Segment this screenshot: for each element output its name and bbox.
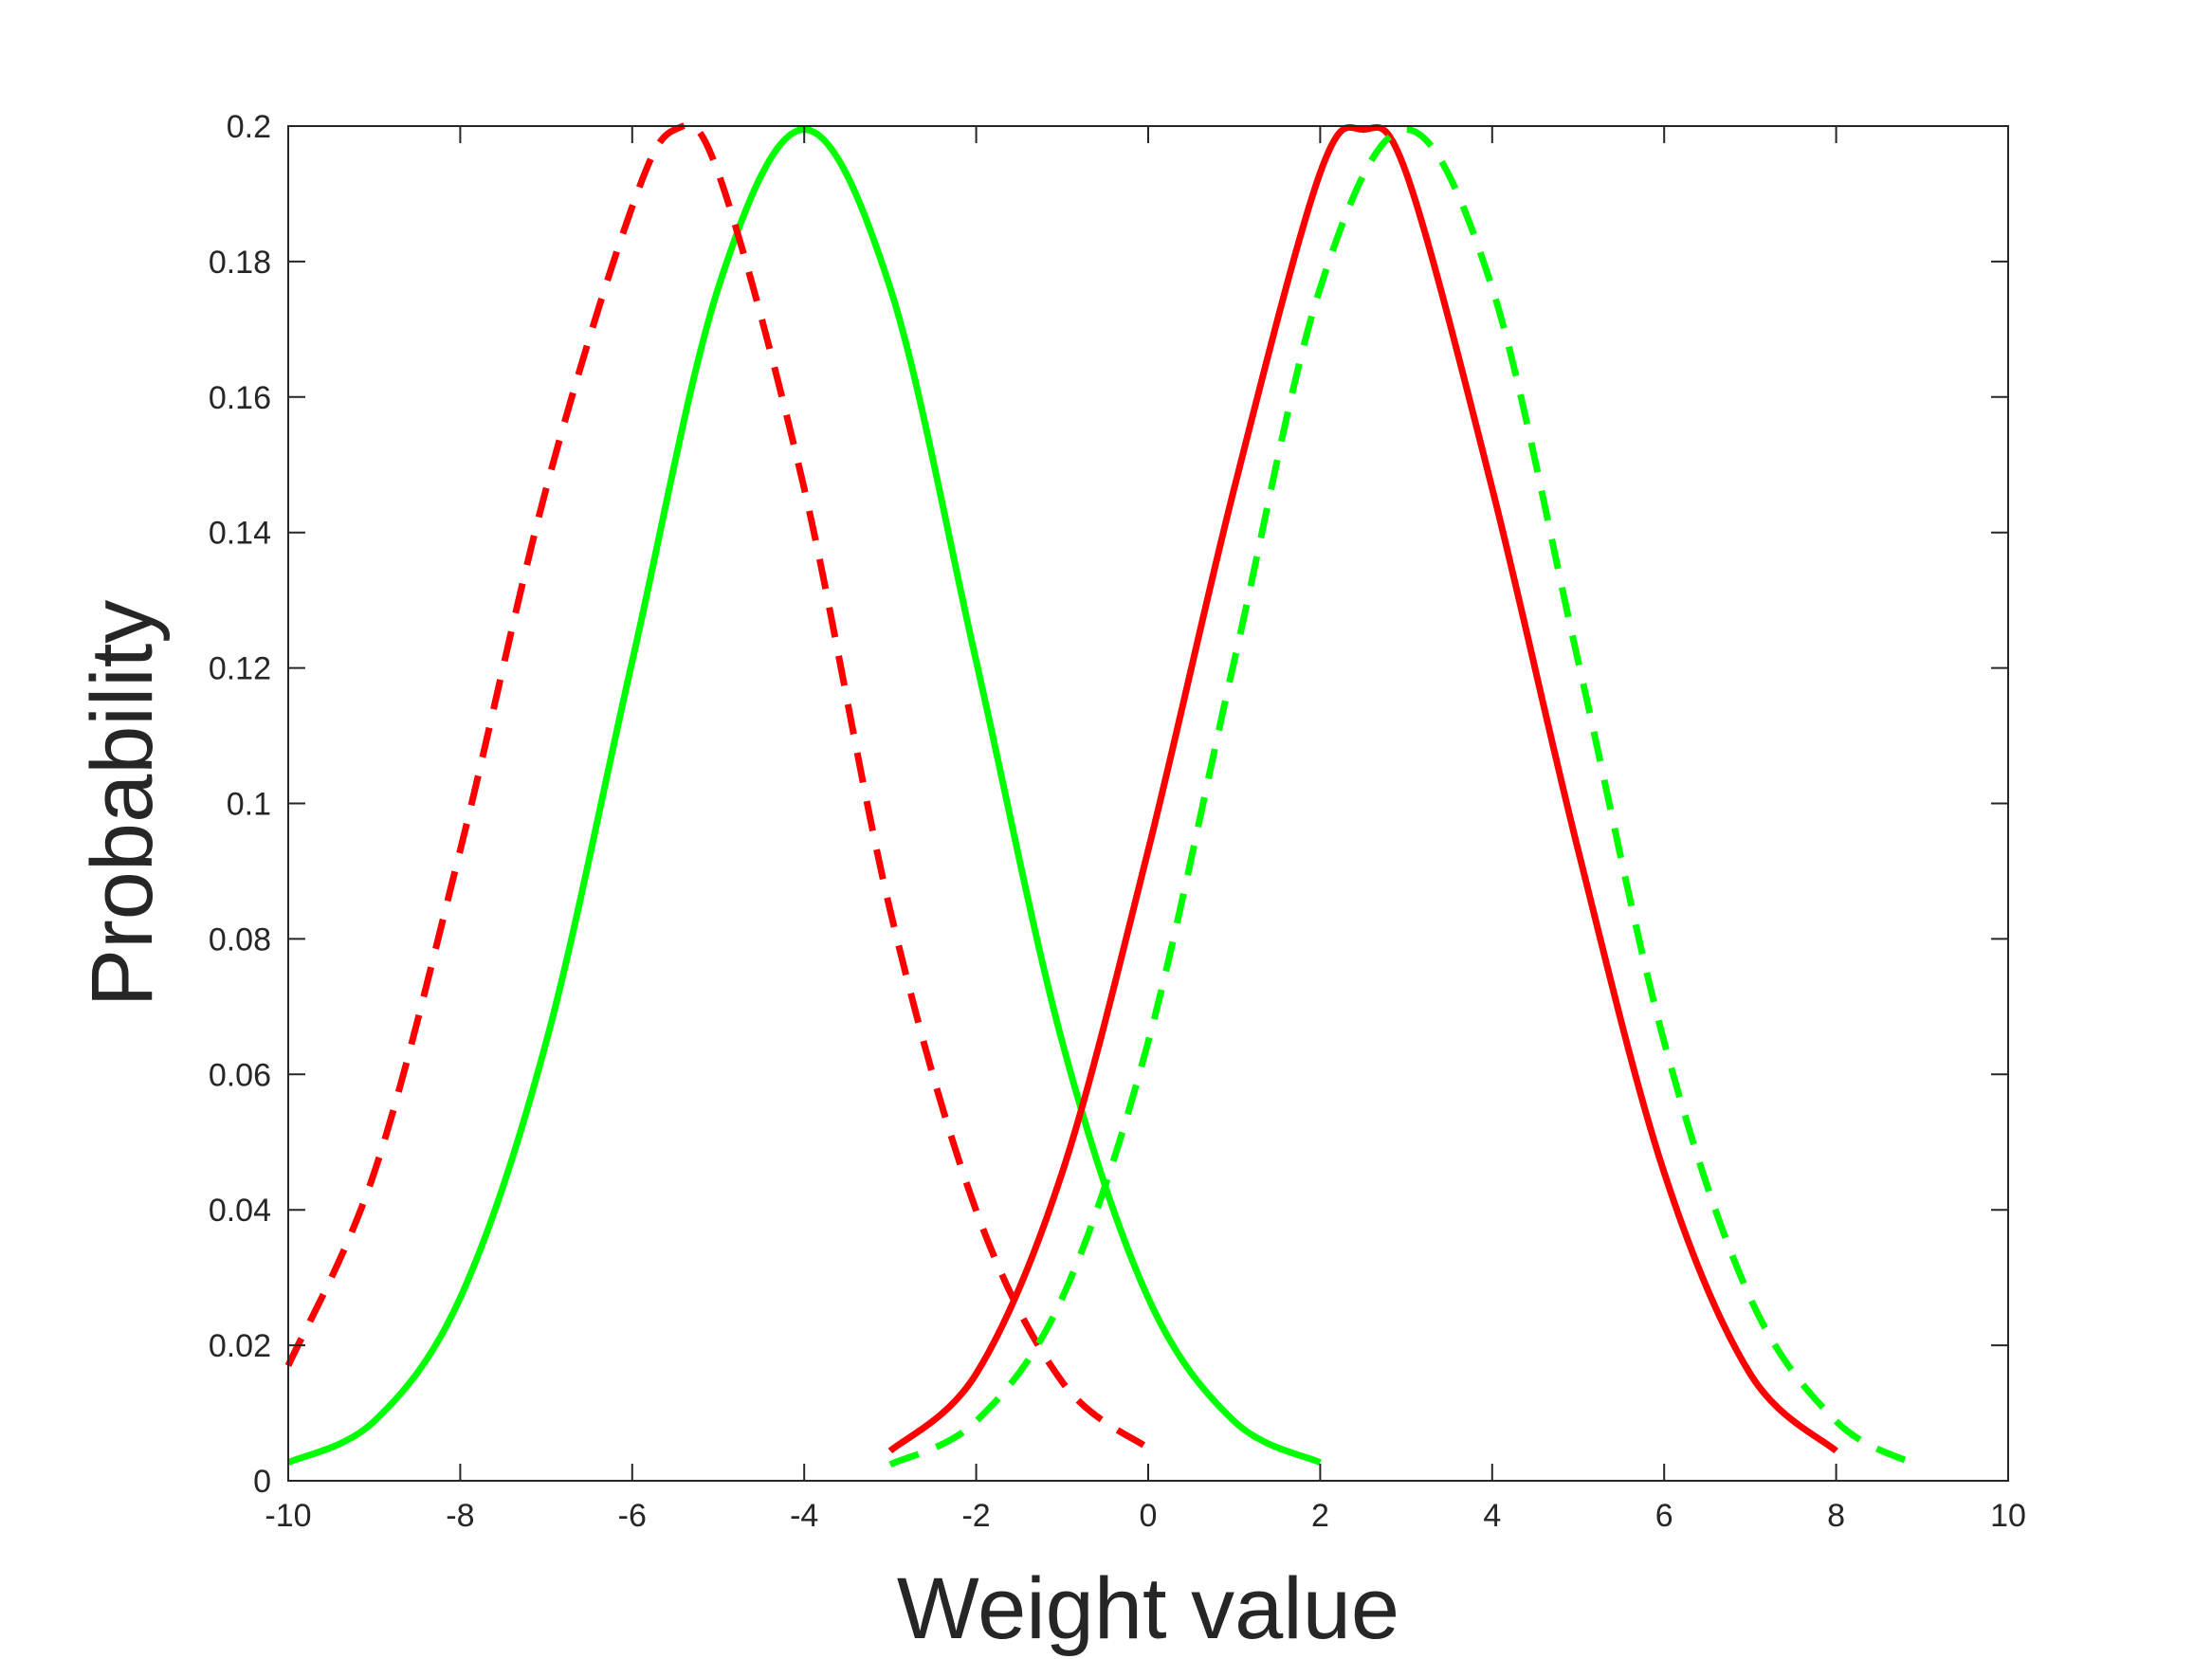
x-axis-title: Weight value <box>897 1560 1399 1657</box>
y-tick-label: 0 <box>253 1464 271 1500</box>
x-tick-label: 2 <box>1311 1498 1329 1534</box>
x-tick-label: -2 <box>961 1498 990 1534</box>
x-tick-label: -8 <box>446 1498 474 1534</box>
series-line-2 <box>284 121 1151 1451</box>
y-tick-label: 0.16 <box>209 380 271 416</box>
y-tick-label: 0.08 <box>209 921 271 957</box>
y-tick-label: 0.14 <box>209 516 271 552</box>
y-tick-label: 0.04 <box>209 1193 271 1229</box>
x-tick-label: 8 <box>1827 1498 1845 1534</box>
x-tick-label: -4 <box>790 1498 818 1534</box>
y-tick-label: 0.2 <box>227 109 271 145</box>
series-line-3 <box>887 123 1838 1454</box>
x-tick-label: -10 <box>265 1498 311 1534</box>
y-axis-title: Probability <box>74 600 171 1008</box>
y-tick-label: 0.18 <box>209 245 271 281</box>
x-tick-label: 10 <box>1990 1498 2026 1534</box>
y-tick-label: 0.12 <box>209 651 271 687</box>
y-tick-label: 0.1 <box>227 787 271 823</box>
x-tick-label: 6 <box>1655 1498 1673 1534</box>
y-tick-label: 0.06 <box>209 1057 271 1093</box>
x-tick-label: 4 <box>1483 1498 1501 1534</box>
ticks-layer: -10 -8 -6 -4 -2 0 2 4 6 8 10 0 0.02 0.04 0.06 0.08 0.1 0.… <box>209 109 2026 1534</box>
x-tick-label: -6 <box>618 1498 647 1534</box>
y-tick-label: 0.02 <box>209 1328 271 1364</box>
x-tick-label: 0 <box>1140 1498 1158 1534</box>
series-line-4 <box>888 126 1915 1468</box>
